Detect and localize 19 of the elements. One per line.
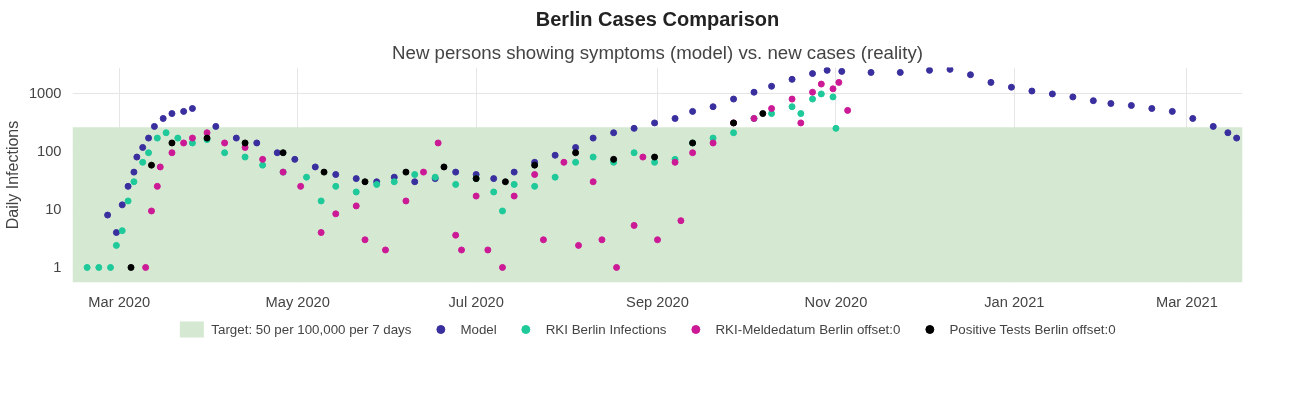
x-tick-label: Jul 2020: [448, 293, 504, 310]
x-tick-label: May 2020: [265, 293, 330, 310]
legend-label: Model: [460, 321, 497, 337]
legend-label: Positive Tests Berlin offset:0: [949, 321, 1116, 337]
y-tick-label: 100: [37, 143, 62, 160]
x-tick-label: Mar 2021: [1155, 293, 1218, 310]
legend-label: Target: 50 per 100,000 per 7 days: [211, 321, 412, 337]
legend-label: RKI-Meldedatum Berlin offset:0: [715, 321, 901, 337]
y-tick-label: 10: [45, 201, 62, 218]
chart-title: Berlin Cases Comparison: [535, 7, 780, 30]
x-tick-label: Nov 2020: [804, 293, 868, 310]
x-tick-label: Sep 2020: [626, 293, 689, 310]
y-axis-title: Daily Infections: [3, 120, 21, 230]
x-tick-label: Jan 2021: [984, 293, 1045, 310]
y-tick-label: 1000: [28, 85, 62, 102]
chart-subtitle: New persons showing symptoms (model) vs. new cases (reality): [392, 41, 923, 63]
x-tick-label: Mar 2020: [88, 293, 151, 310]
legend-label: RKI Berlin Infections: [545, 321, 667, 337]
y-tick-label: 1: [53, 259, 62, 276]
